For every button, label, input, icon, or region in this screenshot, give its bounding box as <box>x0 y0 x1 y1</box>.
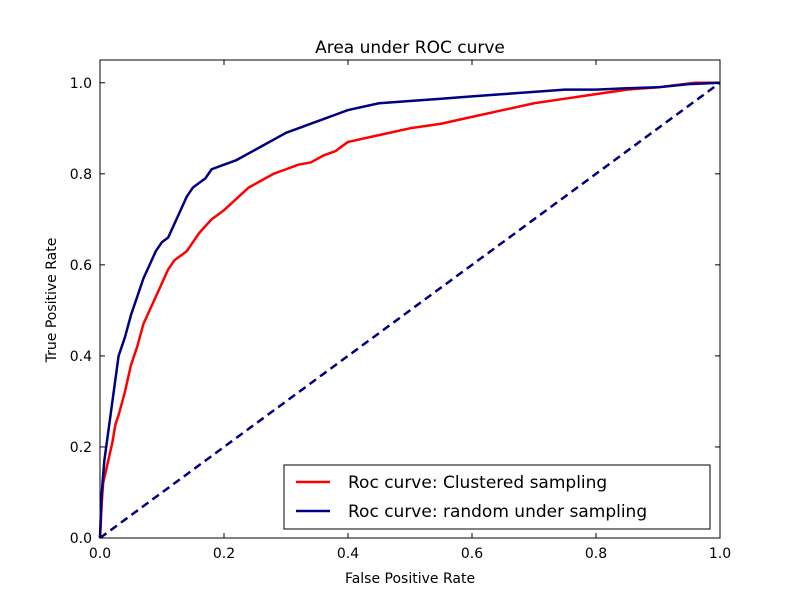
legend: Roc curve: Clustered sampling Roc curve:… <box>283 464 711 530</box>
x-tick-label: 1.0 <box>709 546 731 562</box>
legend-label-clustered: Roc curve: Clustered sampling <box>348 473 607 493</box>
y-tick-label: 0.8 <box>70 167 92 183</box>
legend-label-random: Roc curve: random under sampling <box>348 502 647 522</box>
y-tick-label: 0.0 <box>70 531 92 547</box>
y-tick-label: 0.6 <box>70 258 92 274</box>
series-layer <box>98 81 721 540</box>
y-axis-label: True Positive Rate <box>44 238 60 364</box>
legend-box <box>283 464 711 530</box>
series-line-random <box>98 81 721 539</box>
y-tick-label: 1.0 <box>70 76 92 92</box>
x-tick-label: 0.8 <box>585 546 607 562</box>
series-line-diagonal <box>99 81 721 540</box>
series-line-clustered <box>98 81 720 539</box>
ticks-layer: 0.0 0.2 0.4 0.6 0.8 1.0 0.0 0.2 0.4 0.6 0.8 1.0 <box>70 60 731 562</box>
chart-title: Area under ROC curve <box>315 38 505 58</box>
x-tick-label: 0.4 <box>337 546 359 562</box>
x-tick-label: 0.6 <box>461 546 483 562</box>
x-tick-label: 0.0 <box>89 546 111 562</box>
x-axis-label: False Positive Rate <box>345 571 475 587</box>
y-tick-label: 0.2 <box>70 440 92 456</box>
y-tick-label: 0.4 <box>70 349 92 365</box>
axes-frame <box>99 59 721 539</box>
plot-area: 0.0 0.2 0.4 0.6 0.8 1.0 0.0 0.2 0.4 0.6 0.8 1.0 <box>70 59 731 562</box>
x-tick-label: 0.2 <box>213 546 235 562</box>
